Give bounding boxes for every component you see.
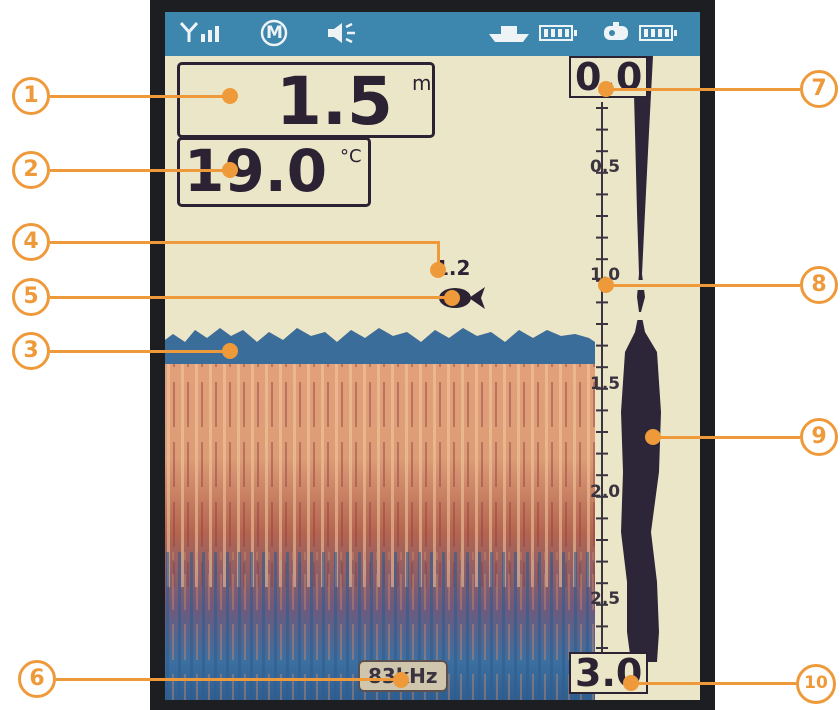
depth-value: 1.5 — [276, 63, 393, 140]
signal-icon — [179, 20, 229, 50]
callout-10: 10 — [796, 664, 836, 704]
callout-3-dot — [222, 343, 238, 359]
temperature-readout: 19.0 °C — [177, 137, 371, 207]
a-scope-echo — [621, 56, 661, 662]
scale-tick-2-0: 2.0 — [590, 482, 621, 502]
sonar-display — [165, 56, 661, 700]
scale-tick-1-5: 1.5 — [590, 374, 621, 394]
callout-3-line — [50, 350, 230, 353]
callout-8: 8 — [800, 266, 838, 304]
callout-4-line-drop — [437, 241, 440, 269]
boat-icon — [487, 20, 531, 50]
callout-1-line — [50, 95, 230, 98]
mode-icon: M — [259, 18, 289, 54]
fishfinder-screen: M 1.5 m 19.0 °C 1.2 0.0 0.5 1.0 1.5 2.0 … — [165, 12, 700, 700]
callout-1: 1 — [12, 77, 50, 115]
callout-7: 7 — [800, 70, 838, 108]
status-bar: M — [165, 12, 700, 56]
bottom-contour — [165, 328, 595, 364]
callout-4: 4 — [12, 223, 50, 261]
callout-5: 5 — [12, 278, 50, 316]
callout-9-line — [652, 436, 800, 439]
callout-2: 2 — [12, 151, 50, 189]
remote-battery-icon — [639, 25, 677, 41]
callout-5-line — [50, 296, 450, 299]
callout-3: 3 — [12, 332, 50, 370]
callout-2-dot — [222, 162, 238, 178]
scale-tick-2-5: 2.5 — [590, 589, 621, 609]
callout-7-dot — [598, 81, 614, 97]
remote-icon — [601, 20, 631, 50]
callout-2-line — [50, 169, 230, 172]
callout-1-dot — [222, 88, 238, 104]
frequency-label: 83kHz — [358, 660, 448, 692]
callout-4-dot — [430, 262, 446, 278]
callout-4-line — [50, 241, 440, 244]
callout-8-dot — [598, 277, 614, 293]
depth-readout: 1.5 m — [177, 62, 435, 138]
temperature-unit: °C — [340, 146, 362, 167]
callout-7-line — [605, 88, 800, 91]
callout-6-dot — [393, 672, 409, 688]
scale-tick-0-5: 0.5 — [590, 157, 621, 177]
callout-8-line — [605, 284, 800, 287]
speaker-icon — [325, 20, 359, 52]
callout-6: 6 — [18, 660, 56, 698]
callout-5-dot — [444, 290, 460, 306]
sonar-battery-icon — [539, 25, 577, 41]
callout-10-line — [630, 682, 796, 685]
echo-texture — [165, 357, 595, 587]
depth-unit: m — [412, 71, 432, 95]
mode-letter: M — [266, 23, 283, 43]
callout-9-dot — [645, 429, 661, 445]
callout-9: 9 — [800, 418, 838, 456]
callout-6-line — [56, 678, 400, 681]
callout-10-dot — [623, 675, 639, 691]
